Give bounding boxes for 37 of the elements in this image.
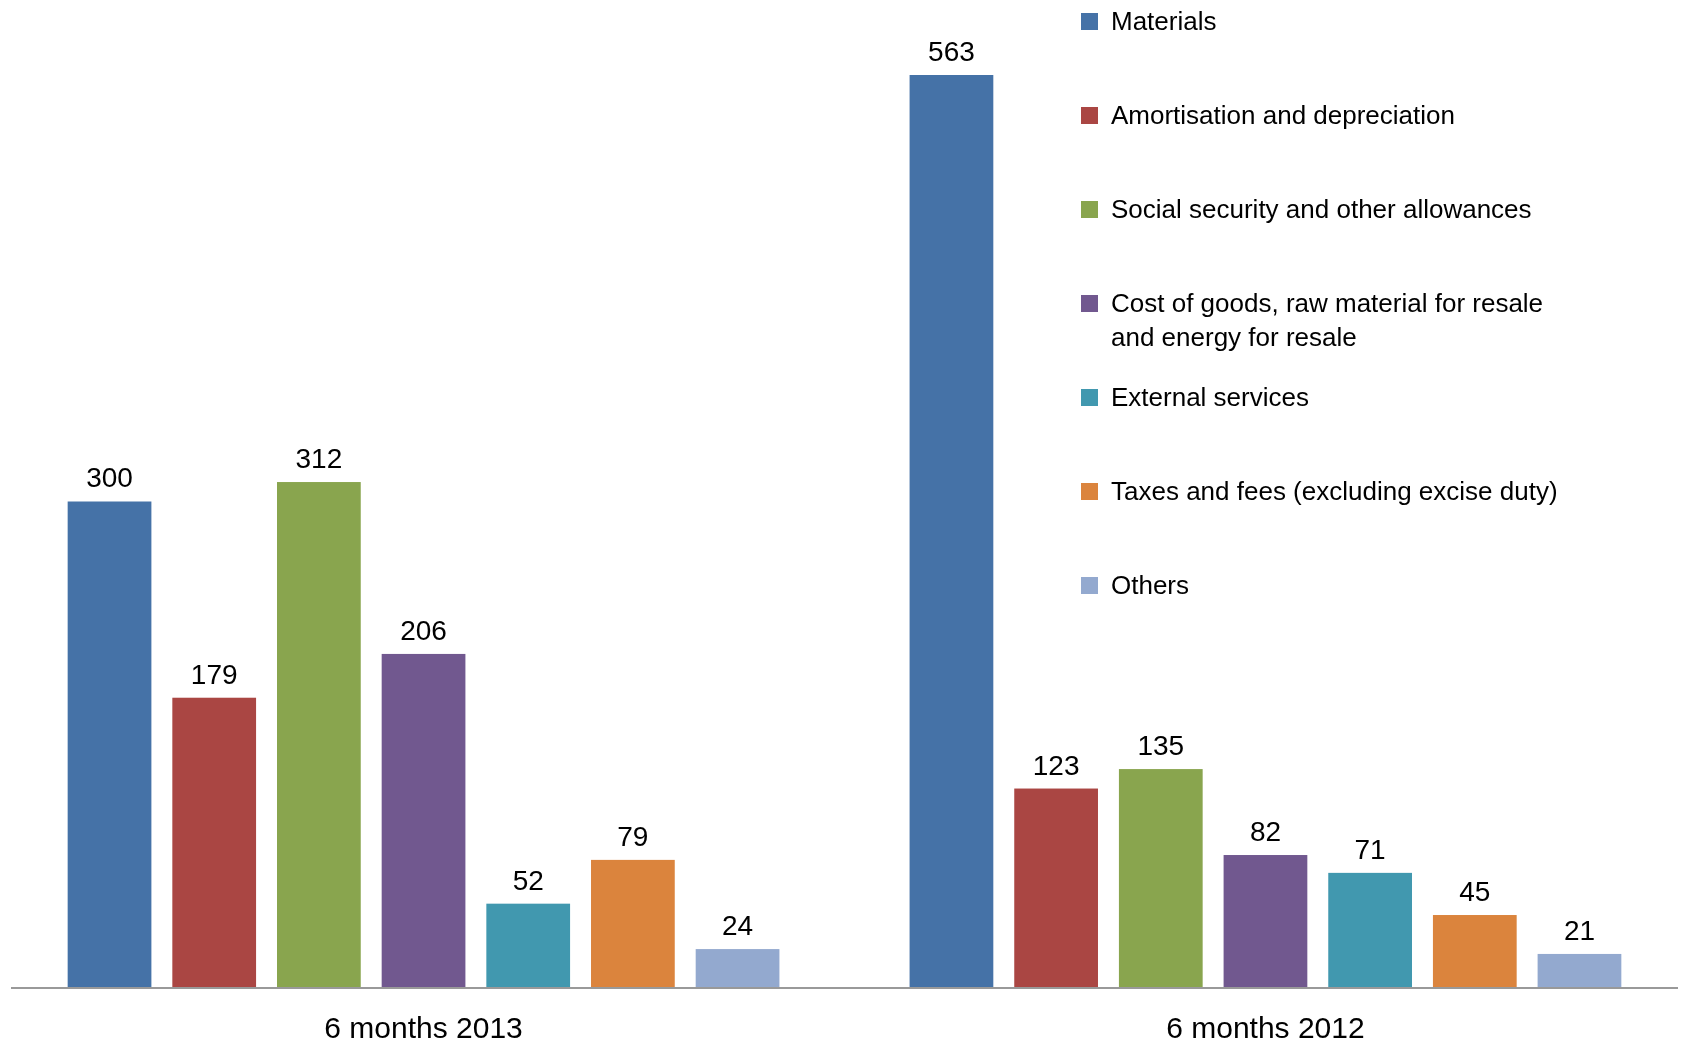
bar xyxy=(172,697,257,988)
data-label: 179 xyxy=(190,658,238,690)
legend-label: External services xyxy=(1111,382,1309,412)
data-label: 123 xyxy=(1032,749,1080,781)
data-label: 300 xyxy=(86,462,133,494)
bar xyxy=(1328,872,1412,988)
legend-label: Materials xyxy=(1111,6,1217,36)
data-label: 71 xyxy=(1354,833,1386,865)
x-tick-label: 6 months 2012 xyxy=(1166,1011,1365,1044)
legend-label: Amortisation and depreciation xyxy=(1111,100,1455,130)
data-label: 24 xyxy=(721,910,754,942)
data-label: 82 xyxy=(1249,816,1282,848)
bar xyxy=(67,501,152,988)
bar xyxy=(695,949,780,988)
data-label: 52 xyxy=(512,864,544,896)
legend-label: Cost of goods, raw material for resale and energy for resale xyxy=(1111,288,1544,352)
bar xyxy=(1014,788,1098,988)
legend-label: Others xyxy=(1111,570,1190,600)
bar xyxy=(1118,769,1203,988)
bar xyxy=(1432,915,1517,988)
data-label: 21 xyxy=(1563,914,1596,946)
x-tick-label: 6 months 2013 xyxy=(324,1011,523,1044)
data-label: 79 xyxy=(617,820,649,852)
legend-label: Taxes and fees (excluding excise duty) xyxy=(1111,476,1558,506)
bar xyxy=(909,75,994,988)
data-label: 135 xyxy=(1137,730,1185,762)
bar xyxy=(486,903,571,988)
data-label: 563 xyxy=(928,36,975,67)
bar xyxy=(381,653,466,988)
data-label: 45 xyxy=(1459,876,1491,908)
data-label: 206 xyxy=(400,614,447,646)
bar xyxy=(277,482,361,988)
data-label: 312 xyxy=(295,443,343,475)
legend-label: Social security and other allowances xyxy=(1111,194,1532,224)
bar xyxy=(1537,953,1622,988)
bar xyxy=(591,859,675,988)
bar xyxy=(1223,855,1308,988)
